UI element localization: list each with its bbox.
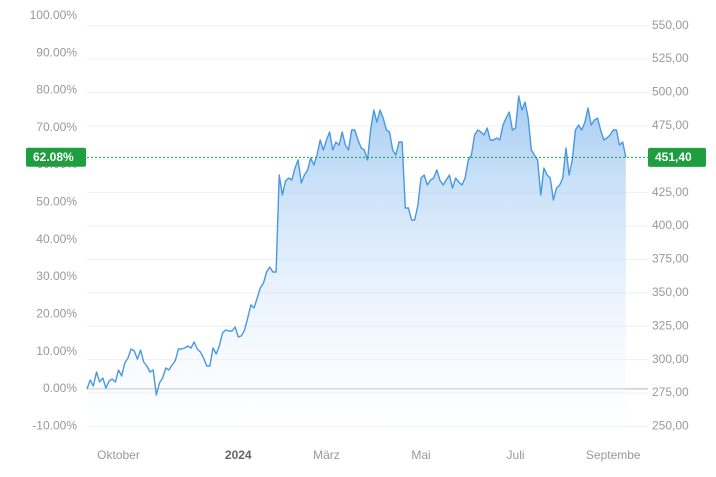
y2-tick-label: 250,00	[652, 419, 689, 433]
x-tick-label: Septembe	[586, 448, 641, 462]
y2-tick-label: 350,00	[652, 285, 689, 299]
y-tick-label: 10.00%	[36, 344, 77, 358]
y-tick-label: 0.00%	[43, 381, 77, 395]
y-tick-label: 70.00%	[36, 120, 77, 134]
price-badge	[648, 147, 706, 167]
y2-tick-label: 275,00	[652, 385, 689, 399]
y-tick-label: 30.00%	[36, 269, 77, 283]
labels: -10.00% 0.00% 10.00% 20.00% 30.00% 40.00% 50.0…	[26, 8, 706, 462]
y2-tick-label: 325,00	[652, 318, 689, 332]
y-tick-label: 40.00%	[36, 232, 77, 246]
y2-tick-label: 550,00	[652, 18, 689, 32]
area	[87, 96, 626, 440]
y2-tick-label: 300,00	[652, 352, 689, 366]
x-tick-label: 2024	[225, 448, 252, 462]
percent-badge	[26, 147, 86, 167]
plot	[86, 95, 648, 440]
y-tick-label: 100.00%	[30, 8, 78, 22]
y-tick-label: -10.00%	[32, 418, 77, 432]
y2-tick-label: 375,00	[652, 252, 689, 266]
percent-badge-label: 62.08%	[33, 150, 74, 164]
y2-tick-label: 400,00	[652, 218, 689, 232]
y2-tick-label: 500,00	[652, 85, 689, 99]
x-tick-label: Oktober	[97, 448, 140, 462]
x-tick-label: Mai	[411, 448, 430, 462]
y-tick-label: 90.00%	[36, 45, 77, 59]
y-tick-label: 80.00%	[36, 83, 77, 97]
x-tick-label: Juli	[507, 448, 525, 462]
y-tick-label: 50.00%	[36, 195, 77, 209]
y2-tick-label: 425,00	[652, 185, 689, 199]
y2-tick-label: 475,00	[652, 118, 689, 132]
x-tick-label: März	[313, 448, 340, 462]
price-badge-label: 451,40	[655, 150, 692, 164]
y-tick-label: 20.00%	[36, 306, 77, 320]
y2-tick-label: 525,00	[652, 51, 689, 65]
